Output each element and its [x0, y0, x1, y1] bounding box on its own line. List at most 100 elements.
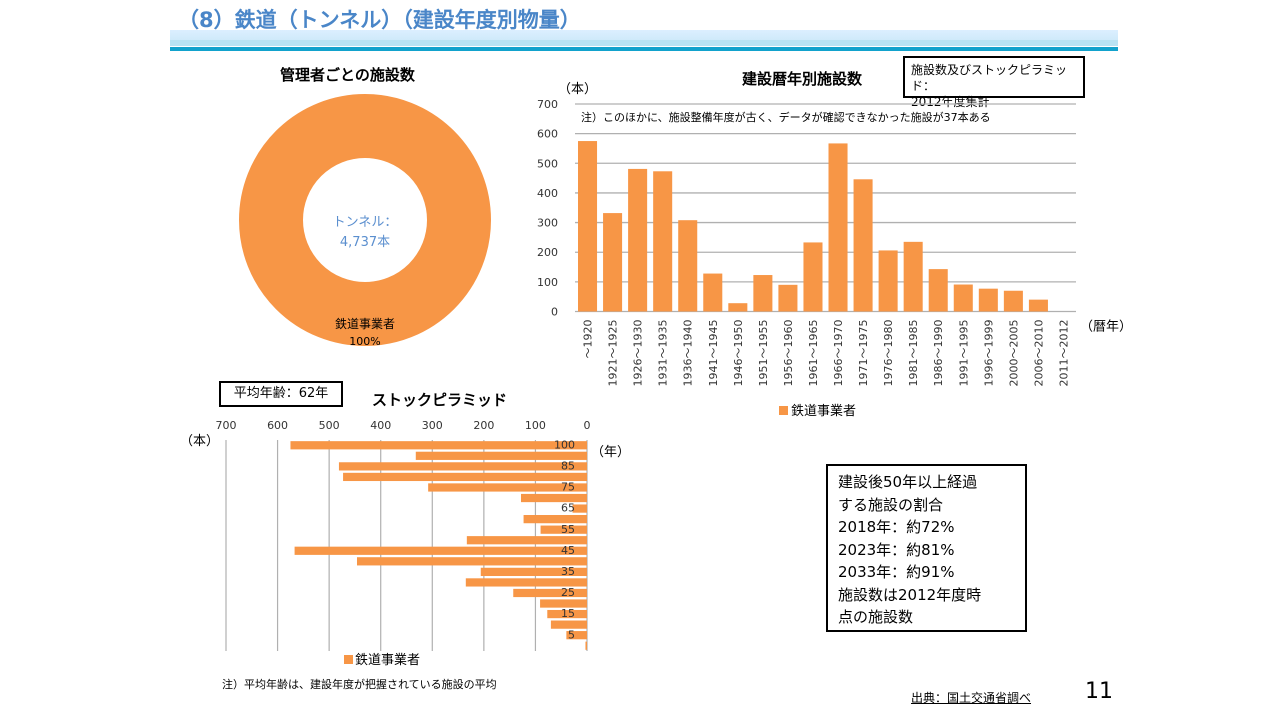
bar-x-tick-label: 1951～1955: [757, 320, 770, 387]
pyramid-x-tick-label: 200: [473, 419, 494, 432]
pyramid-bar: [540, 525, 587, 534]
pyramid-bar: [585, 641, 587, 650]
pyramid-legend-swatch: [344, 655, 353, 664]
bar-y-tick-label: 100: [537, 276, 558, 289]
bar-x-tick-label: 1991～1995: [957, 320, 970, 387]
bar-y-tick-label: 400: [537, 187, 558, 200]
bar-chart: 0 100 200 300 400 500 600 700 ～1920 1921～1925 1926…: [537, 98, 1130, 419]
header-band-lower: [170, 40, 1118, 46]
bar-x-tick-label: 1961～1965: [807, 320, 820, 387]
stock-pyramid-chart: 700 600 500 400 300 200 100 0 100 85 75 65 55 45 35 25 1…: [180, 419, 630, 668]
pyramid-age-label: 45: [561, 544, 575, 557]
bar: [578, 141, 598, 312]
info-line-1: 建設後50年以上経過: [838, 473, 978, 491]
bar: [628, 168, 648, 312]
pyramid-bar: [513, 588, 587, 598]
pyramid-age-label: 65: [561, 502, 575, 515]
pyramid-bar: [550, 620, 587, 629]
bar: [928, 269, 948, 312]
pyramid-bar: [415, 451, 587, 460]
bar: [678, 220, 698, 312]
bar-x-tick-label: 1921～1925: [607, 320, 620, 387]
bar: [978, 288, 998, 312]
pyramid-bar: [480, 567, 587, 576]
donut-chart: トンネル： 4,737本 鉄道事業者 100%: [239, 94, 491, 348]
donut-center-label-2: 4,737本: [340, 235, 390, 250]
pyramid-age-label: 75: [561, 481, 575, 494]
pyramid-bar: [428, 483, 587, 492]
pyramid-bar: [465, 578, 587, 587]
bar: [753, 275, 773, 312]
info-line-7: 点の施設数: [838, 608, 914, 626]
pyramid-age-label: 5: [568, 628, 575, 641]
bar: [828, 143, 848, 312]
bar-y-tick-label: 300: [537, 217, 558, 230]
average-age-box: 平均年齢：62年: [219, 381, 343, 407]
pyramid-bar: [343, 472, 587, 482]
bar-x-tick-label: 2006～2010: [1032, 320, 1045, 387]
bar: [603, 213, 623, 312]
bar-x-tick-label: 1941～1945: [707, 320, 720, 387]
pyramid-bar: [466, 536, 587, 545]
pyramid-footnote: 注）平均年齢は、建設年度が把握されている施設の平均: [222, 678, 497, 691]
page-title: （8）鉄道（トンネル）（建設年度別物量）: [178, 8, 581, 32]
pyramid-x-tick-label: 100: [525, 419, 546, 432]
pyramid-y-unit: （年）: [591, 445, 630, 460]
pyramid-bar: [294, 546, 587, 555]
bar-x-tick-label: 1926～1930: [632, 320, 645, 387]
pyramid-bar: [520, 493, 587, 503]
bar-x-tick-label: 1966～1970: [832, 320, 845, 387]
aggregation-note-line1: 施設数及びストックピラミッド：: [911, 63, 1068, 93]
pyramid-x-tick-label: 700: [216, 419, 237, 432]
bar-x-tick-label: 1946～1950: [732, 320, 745, 387]
bar-chart-title: 建設暦年別施設数: [742, 70, 863, 88]
pyramid-age-label: 100: [554, 438, 575, 451]
info-line-2: する施設の割合: [838, 495, 944, 514]
aggregation-note-box: 施設数及びストックピラミッド： 2012年度集計: [903, 56, 1085, 109]
aging-ratio-box: 建設後50年以上経過 する施設の割合 2018年：約72% 2023年：約81%…: [826, 464, 1027, 632]
bar: [778, 284, 798, 312]
bar-x-tick-label: 1971～1975: [857, 320, 870, 387]
bar: [903, 241, 923, 312]
donut-chart-title: 管理者ごとの施設数: [280, 66, 415, 84]
pyramid-x-tick-label: 400: [370, 419, 391, 432]
bar: [1028, 299, 1048, 312]
bar-legend-swatch: [779, 406, 788, 415]
bar-y-tick-label: 600: [537, 128, 558, 141]
pyramid-bar: [547, 609, 587, 619]
bar-chart-note: 注）このほかに、施設整備年度が古く、データが確認できなかった施設が37本ある: [581, 111, 991, 124]
bar-x-tick-label: 1996～1999: [982, 320, 995, 387]
pyramid-bar: [523, 515, 587, 524]
pyramid-age-label: 25: [561, 586, 575, 599]
pyramid-bar: [290, 441, 587, 450]
bar-x-tick-label: 1931～1935: [657, 320, 670, 387]
pyramid-age-label: 85: [561, 459, 575, 472]
pyramid-x-unit: （本）: [180, 434, 219, 449]
donut-slice-value: 100%: [349, 335, 380, 348]
bar-y-tick-label: 200: [537, 246, 558, 259]
pyramid-bar: [356, 557, 587, 566]
bar-x-tick-label: 1956～1960: [782, 320, 795, 387]
pyramid-x-tick-label: 500: [319, 419, 340, 432]
pyramid-x-tick-label: 600: [267, 419, 288, 432]
pyramid-legend-label: 鉄道事業者: [355, 652, 420, 668]
bar-x-tick-label: 1981～1985: [907, 320, 920, 387]
bar-y-tick-label: 700: [537, 98, 558, 111]
bar: [703, 273, 723, 312]
header-rule: [170, 47, 1118, 51]
info-line-3: 2018年：約72%: [838, 518, 955, 536]
info-line-5: 2033年：約91%: [838, 563, 955, 581]
bar-chart-y-unit: （本）: [558, 82, 598, 97]
bar: [803, 242, 823, 312]
bar: [728, 303, 748, 312]
bar-x-tick-label: ～1920: [582, 320, 595, 359]
bar-y-tick-label: 500: [537, 157, 558, 170]
bar-x-tick-label: 2000～2005: [1007, 320, 1020, 387]
pyramid-age-label: 55: [561, 523, 575, 536]
bar-legend-label: 鉄道事業者: [791, 403, 856, 419]
bar-x-tick-label: 1936～1940: [682, 320, 695, 387]
bar-x-tick-label: 1986～1990: [932, 320, 945, 387]
bar: [1003, 290, 1023, 312]
bar: [653, 171, 673, 312]
pyramid-title: ストックピラミッド: [372, 391, 508, 409]
